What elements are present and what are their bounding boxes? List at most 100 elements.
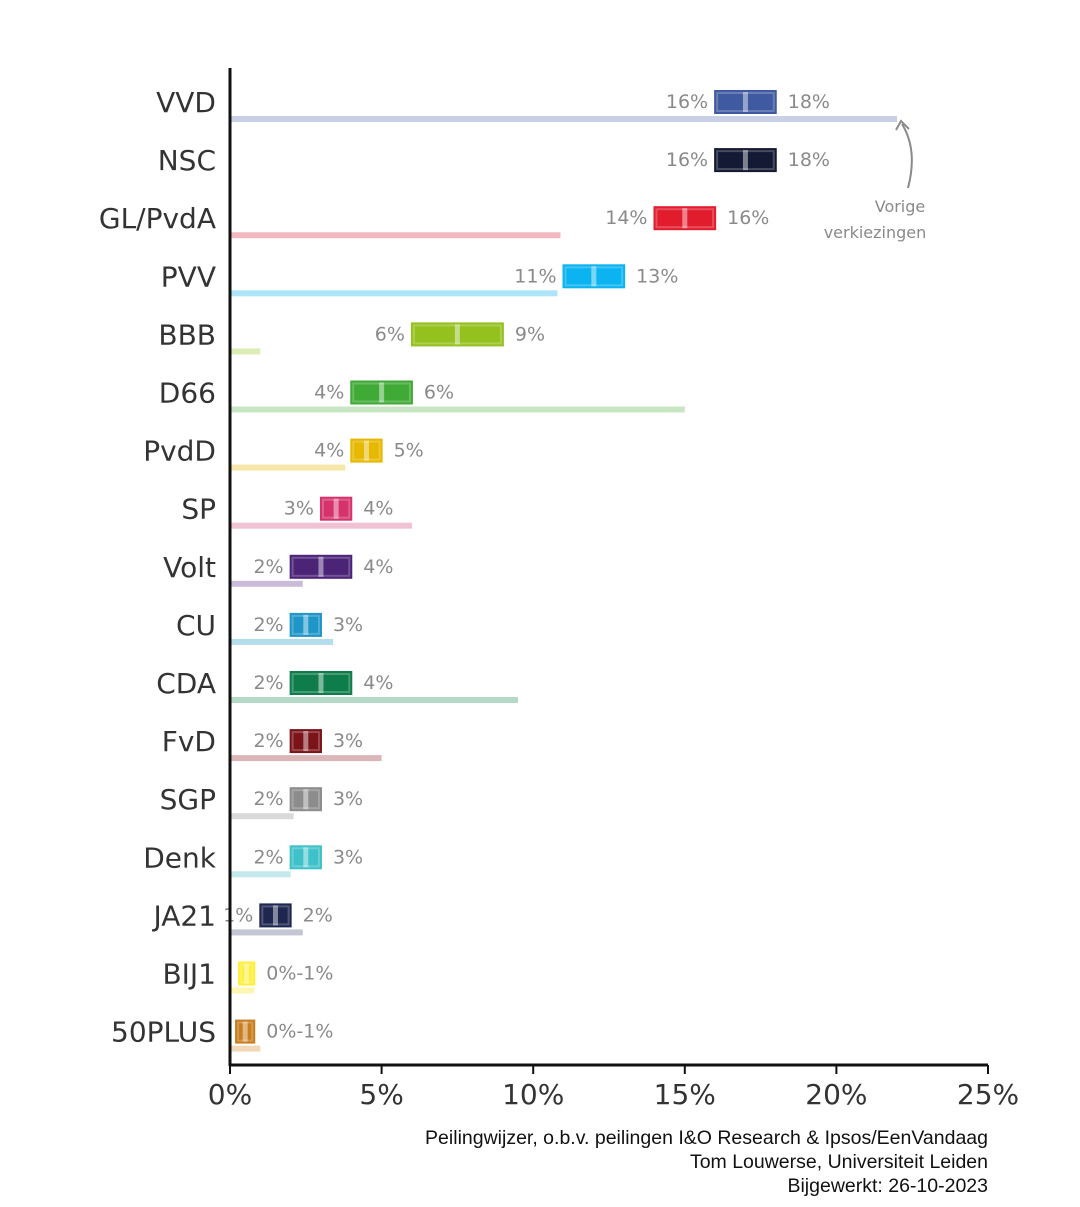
- range-inner-vvd: [718, 94, 773, 110]
- high-label-sgp: 3%: [333, 788, 363, 810]
- party-label-pvv: PVV: [161, 260, 216, 293]
- high-label-ja21: 2%: [303, 904, 333, 926]
- high-label-50plus: 0%-1%: [266, 1021, 333, 1043]
- previous-bar-sgp: [230, 813, 294, 820]
- median-marker-cu: [303, 614, 309, 635]
- high-label-cu: 3%: [333, 614, 363, 636]
- previous-bar-pvv: [230, 290, 558, 297]
- previous-bar-bij1: [230, 987, 255, 994]
- range-inner-nsc: [718, 152, 773, 169]
- previous-bar-50plus: [230, 1045, 261, 1052]
- median-marker-50plus: [242, 1021, 248, 1042]
- range-inner-d66: [354, 384, 409, 401]
- low-label-sp: 3%: [284, 498, 314, 520]
- median-marker-volt: [318, 556, 324, 577]
- high-label-nsc: 18%: [788, 149, 830, 171]
- annotation-line1: Vorige: [875, 197, 926, 216]
- party-label-volt: Volt: [163, 551, 216, 584]
- party-label-ja21: JA21: [151, 899, 216, 932]
- high-label-volt: 4%: [363, 556, 393, 578]
- previous-bar-ja21: [230, 929, 303, 936]
- median-marker-pvdd: [363, 440, 369, 461]
- range-inner-gl-pvda: [657, 210, 713, 227]
- previous-bar-cu: [230, 638, 334, 645]
- footer-author: Tom Louwerse, Universiteit Leiden: [689, 1151, 988, 1173]
- high-label-denk: 3%: [333, 846, 363, 868]
- annotation-line2: verkiezingen: [824, 223, 927, 242]
- low-label-pvdd: 4%: [314, 440, 344, 462]
- previous-bar-denk: [230, 871, 291, 878]
- x-tick-label-15: 15%: [654, 1078, 716, 1111]
- high-label-bij1: 0%-1%: [266, 963, 333, 985]
- range-inner-sp: [323, 500, 349, 517]
- party-label-sgp: SGP: [160, 783, 216, 816]
- range-inner-fvd: [293, 733, 318, 750]
- low-label-vvd: 16%: [666, 91, 708, 113]
- range-inner-denk: [293, 849, 318, 866]
- high-label-bbb: 9%: [515, 323, 545, 345]
- median-marker-bbb: [454, 324, 460, 345]
- high-label-vvd: 18%: [788, 91, 830, 113]
- range-inner-ja21: [263, 907, 288, 924]
- median-marker-cda: [318, 673, 324, 693]
- high-label-sp: 4%: [363, 498, 393, 520]
- range-inner-cda: [293, 675, 349, 691]
- low-label-sgp: 2%: [253, 788, 283, 810]
- median-marker-pvv: [591, 266, 597, 287]
- party-label-cu: CU: [176, 609, 216, 642]
- median-marker-sgp: [303, 789, 309, 810]
- median-marker-denk: [303, 847, 309, 868]
- party-label-50plus: 50PLUS: [111, 1016, 216, 1049]
- low-label-ja21: 1%: [223, 904, 253, 926]
- low-label-nsc: 16%: [666, 149, 708, 171]
- party-label-fvd: FvD: [162, 725, 216, 758]
- low-label-fvd: 2%: [253, 730, 283, 752]
- party-label-sp: SP: [181, 493, 216, 526]
- party-label-d66: D66: [159, 377, 216, 410]
- annotation-arrow: [901, 123, 913, 189]
- party-label-cda: CDA: [156, 667, 216, 700]
- high-label-pvv: 13%: [636, 265, 678, 287]
- range-inner-bij1: [242, 965, 252, 982]
- median-marker-d66: [379, 382, 385, 403]
- range-inner-bbb: [414, 326, 500, 343]
- x-tick-label-20: 20%: [805, 1078, 867, 1111]
- party-label-vvd: VVD: [156, 86, 216, 119]
- high-label-fvd: 3%: [333, 730, 363, 752]
- party-label-gl-pvda: GL/PvdA: [99, 202, 216, 235]
- party-label-pvdd: PvdD: [143, 435, 216, 468]
- range-inner-volt: [293, 558, 349, 575]
- previous-bar-vvd: [230, 116, 898, 122]
- low-label-volt: 2%: [253, 556, 283, 578]
- x-tick-label-0: 0%: [208, 1078, 252, 1111]
- x-tick-label-25: 25%: [957, 1078, 1019, 1111]
- median-marker-nsc: [742, 150, 748, 171]
- low-label-cu: 2%: [253, 614, 283, 636]
- low-label-denk: 2%: [253, 846, 283, 868]
- high-label-gl-pvda: 16%: [727, 207, 769, 229]
- median-marker-ja21: [272, 905, 278, 926]
- party-label-bbb: BBB: [158, 318, 216, 351]
- party-label-nsc: NSC: [158, 144, 216, 177]
- range-inner-cu: [293, 616, 318, 633]
- x-tick-label-5: 5%: [359, 1078, 403, 1111]
- previous-bar-gl-pvda: [230, 232, 561, 239]
- median-marker-sp: [333, 498, 339, 519]
- chart-footer: Peilingwijzer, o.b.v. peilingen I&O Rese…: [425, 1126, 988, 1198]
- low-label-d66: 4%: [314, 382, 344, 404]
- previous-bar-bbb: [230, 348, 261, 355]
- low-label-gl-pvda: 14%: [605, 207, 647, 229]
- range-inner-50plus: [239, 1023, 252, 1040]
- range-inner-sgp: [293, 791, 318, 808]
- footer-updated: Bijgewerkt: 26-10-2023: [787, 1175, 988, 1197]
- previous-bar-volt: [230, 580, 303, 587]
- high-label-d66: 6%: [424, 382, 454, 404]
- party-label-denk: Denk: [143, 841, 217, 874]
- party-label-bij1: BIJ1: [162, 958, 216, 991]
- median-marker-fvd: [303, 731, 309, 752]
- previous-bar-d66: [230, 406, 685, 413]
- low-label-bbb: 6%: [375, 323, 405, 345]
- previous-bar-cda: [230, 697, 519, 703]
- median-marker-gl-pvda: [682, 208, 688, 229]
